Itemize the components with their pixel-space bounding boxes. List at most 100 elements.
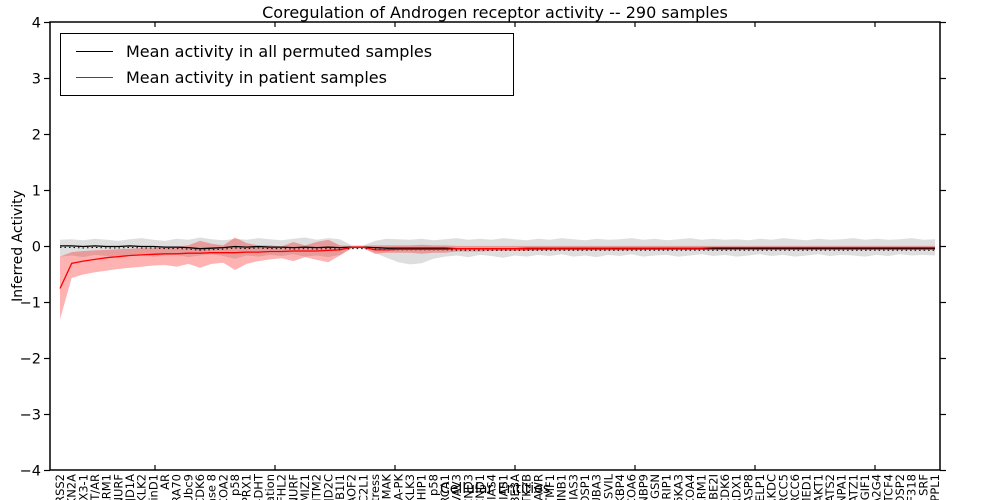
x-tick-label: NKX3-1	[76, 474, 90, 500]
x-tick-label: CASP8	[741, 474, 755, 500]
legend-item-permuted: Mean activity in all permuted samples	[61, 38, 513, 64]
x-tick-label: T-DHT/AR/Ubc9	[181, 474, 195, 500]
y-tick-label: 1	[32, 184, 41, 200]
x-tick-label: RANBP9	[636, 474, 650, 500]
x-tick-label: HNRNPA1	[835, 474, 849, 500]
legend-label-patient: Mean activity in patient samples	[126, 68, 387, 88]
y-tick-label: −3	[20, 408, 41, 424]
x-tick-label: VAV3	[450, 474, 464, 500]
x-tick-label: MED1	[800, 474, 814, 500]
x-tick-label: DNA-PK	[391, 474, 405, 500]
permuted-line-swatch	[76, 50, 113, 52]
x-tick-label: CTNNB1	[555, 474, 569, 500]
x-tick-label: FHL2	[275, 474, 289, 500]
x-tick-label: FKBP4	[613, 474, 627, 500]
x-tick-label: PELP1	[753, 474, 767, 500]
x-tick-label: T-DHT/AR/TIF2/CARM1	[100, 474, 114, 500]
legend-label-permuted: Mean activity in all permuted samples	[126, 41, 433, 61]
x-tick-label: mol:T-DHT	[251, 473, 265, 500]
x-tick-label: T-DHT/AR/SNURF	[111, 474, 125, 500]
patient-band	[60, 237, 935, 320]
x-tick-label: PATZ1	[846, 474, 860, 500]
x-tick-label: NCOA6	[625, 474, 639, 500]
y-tick-label: 3	[32, 72, 41, 88]
x-tick-label: PTK2B	[520, 474, 534, 500]
y-tick-label: 0	[32, 240, 41, 256]
permuted-dotted-line	[60, 246, 935, 251]
x-tick-label: PAWR	[531, 474, 545, 500]
x-tick-label: HIP1	[415, 474, 429, 500]
x-tick-label: AOF2	[345, 474, 359, 500]
y-tick-label: 2	[32, 128, 41, 144]
x-tick-label: T-DHT/AR/Cyclin D3/CDK11 p58	[228, 474, 242, 500]
x-tick-label: MAK	[380, 474, 394, 500]
x-tick-label: KLK2	[135, 474, 149, 500]
patient-line-swatch	[76, 77, 113, 79]
x-tick-label: response to oxidative stress	[368, 474, 382, 500]
x-tick-label: SVIL	[601, 473, 615, 499]
x-tick-label: T-DHT/AR/CyclinD1	[146, 474, 160, 500]
x-tick-label: PIAS3	[566, 474, 580, 500]
y-tick-label: −4	[20, 464, 41, 480]
x-tick-label: TCF4	[881, 474, 895, 500]
legend-item-patient: Mean activity in patient samples	[61, 65, 513, 91]
x-tick-label: CCND3	[461, 474, 475, 500]
x-tick-label: ZMIZ1	[298, 474, 312, 500]
x-tick-label: PIAS1	[496, 474, 510, 500]
x-axis-label: Cellular Entities	[439, 481, 551, 497]
x-tick-label: GSN	[648, 474, 662, 499]
x-tick-label: T-DHT/AR/CDK6	[193, 474, 207, 500]
patient-mean-line	[59, 246, 935, 289]
x-tick-label: APPL1	[928, 474, 942, 500]
x-tick-label: TMF1	[543, 474, 557, 500]
x-tick-label: NCOA2	[216, 474, 230, 500]
x-tick-label: T-DHT/AR/ARA70	[170, 474, 184, 500]
y-tick-label: −2	[20, 352, 41, 368]
x-tick-label: SRF	[916, 474, 930, 496]
x-tick-label: JMJD1A	[123, 474, 137, 500]
x-tick-label: JMJD2C	[321, 474, 335, 500]
x-tick-label: SNURF	[286, 474, 300, 500]
x-tick-label: CTDSP1	[578, 474, 592, 500]
x-tick-label: CTDSP2	[893, 474, 907, 500]
x-tick-label: CARM1	[695, 474, 709, 500]
x-tick-label: T-DHT/AR/Caspase 8	[205, 474, 219, 500]
x-tick-label: LATS2	[823, 474, 837, 500]
y-tick-label: −1	[20, 296, 41, 312]
x-tick-label: BRCA1	[438, 474, 452, 500]
x-tick-label: CDC2L1	[356, 474, 370, 500]
x-tick-label: TMPRSS2	[53, 474, 67, 500]
x-tick-label: T-DHT/AR/PRX1	[240, 474, 254, 500]
x-tick-label: XRCC5	[776, 474, 790, 500]
x-tick-label: RPS6KA3	[671, 474, 685, 500]
x-tick-label: TGFB1I1	[333, 474, 347, 500]
x-tick-label: CDK6	[718, 474, 732, 500]
x-tick-label: CMTM2	[310, 474, 324, 500]
x-tick-label: UBA3	[590, 474, 604, 500]
x-tick-label: ZNF318	[905, 474, 919, 500]
x-tick-label: UBE3A	[508, 474, 522, 500]
x-tick-label: PA2G4	[870, 474, 884, 500]
chart-title: Coregulation of Androgen receptor activi…	[262, 3, 728, 22]
x-tick-label: CCND1	[473, 474, 487, 500]
x-tick-label: XRCC6	[788, 474, 802, 500]
x-tick-label: PRDX1	[730, 474, 744, 500]
x-tick-label: T-DHT/AR	[88, 474, 102, 500]
x-tick-label: CDKN2A	[65, 474, 79, 500]
y-tick-label: 4	[32, 16, 41, 32]
permuted-band	[60, 237, 935, 265]
x-tick-label: AKT1	[811, 474, 825, 500]
x-tick-label: PRKDC	[765, 474, 779, 500]
x-tick-label: NCOA4	[683, 474, 697, 500]
x-tick-label: AR	[158, 474, 172, 490]
x-tick-label: NRIP1	[660, 474, 674, 500]
x-tick-label: cell proliferation	[263, 474, 277, 500]
x-tick-label: KLK3	[403, 474, 417, 500]
legend: Mean activity in all permuted samples Me…	[60, 33, 514, 96]
x-tick-label: TGIF1	[858, 474, 872, 500]
x-tick-label: PIAS4	[485, 474, 499, 500]
x-tick-label: Cyclin D3/CDK11 p58	[426, 474, 440, 500]
x-tick-label: UBE2I	[706, 474, 720, 500]
